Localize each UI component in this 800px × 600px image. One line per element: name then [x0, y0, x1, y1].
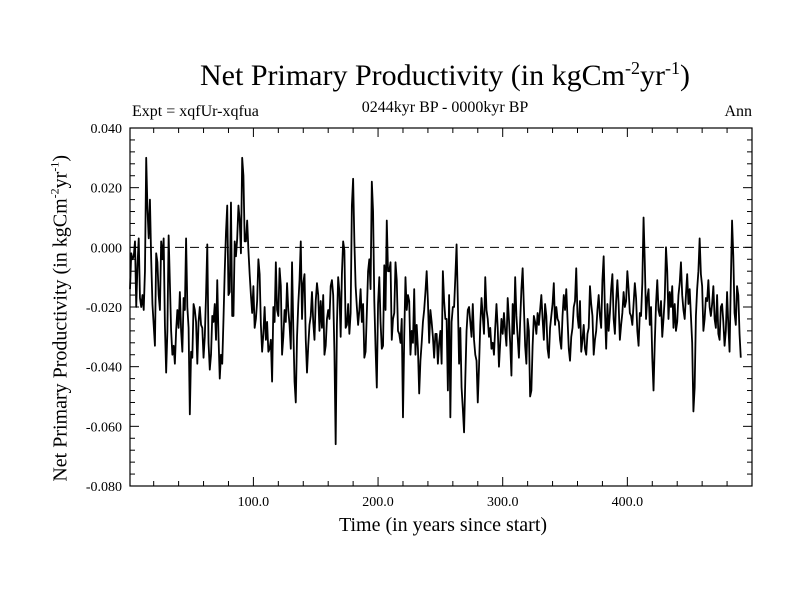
- x-tick-label: 100.0: [238, 495, 270, 510]
- y-tick-label: 0.040: [91, 122, 123, 137]
- y-tick-label: -0.060: [86, 420, 122, 435]
- x-axis-label: Time (in years since start): [338, 514, 548, 536]
- y-tick-label: -0.080: [86, 480, 122, 495]
- y-tick-label: 0.020: [91, 182, 123, 197]
- y-tick-label: -0.040: [86, 361, 122, 376]
- y-tick-label: -0.020: [86, 301, 122, 316]
- x-tick-label: 200.0: [362, 495, 394, 510]
- x-tick-label: 400.0: [612, 495, 644, 510]
- npp-series-line: [129, 156, 742, 446]
- x-tick-label: 300.0: [487, 495, 519, 510]
- period-label: 0244kyr BP - 0000kyr BP: [361, 99, 529, 116]
- chart-title: Net Primary Productivity (in kgCm-2yr-1): [200, 58, 690, 92]
- y-tick-label: 0.000: [91, 241, 123, 256]
- experiment-label: Expt = xqfUr-xqfua: [132, 103, 259, 120]
- season-label: Ann: [724, 103, 752, 120]
